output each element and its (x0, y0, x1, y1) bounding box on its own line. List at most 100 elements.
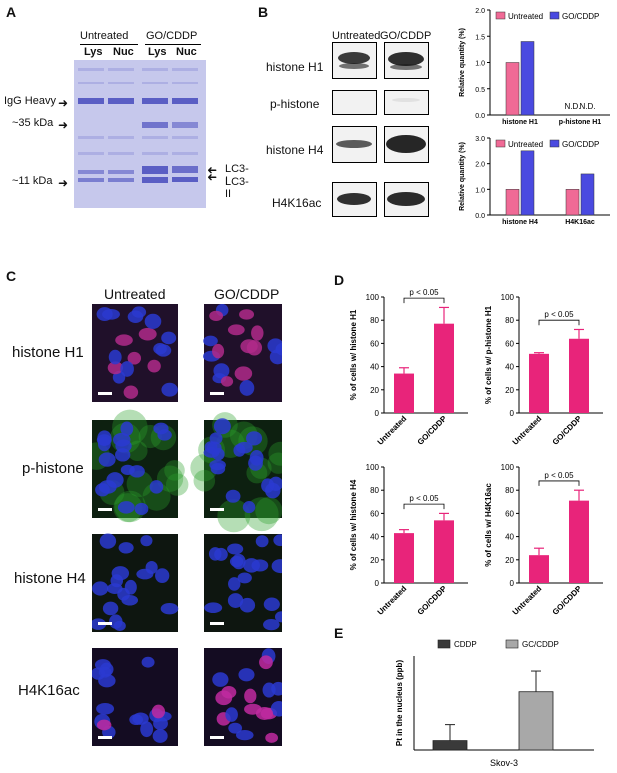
nucleus (213, 363, 230, 379)
nucleus (153, 343, 167, 355)
nucleus (115, 334, 133, 346)
nucleus (161, 382, 178, 397)
chart-d1: 0 20 40 60 80 100 % of cells w/ histone H1 Untr… (349, 288, 468, 447)
nucleus (238, 668, 255, 682)
nucleus (155, 568, 170, 583)
cytoplasm-stain (217, 499, 251, 533)
lane-label: Lys (148, 46, 167, 58)
nucleus (248, 455, 263, 471)
x-tick-label: Untreated (511, 414, 544, 447)
nucleus (107, 361, 124, 375)
significance-bracket (403, 297, 445, 304)
y-tick-label: 60 (370, 339, 379, 348)
panel-label-b: B (258, 4, 269, 20)
cytoplasm-stain (164, 460, 185, 481)
panel-label-a: A (6, 4, 17, 20)
nucleus (233, 444, 246, 457)
nucleus (127, 351, 142, 365)
bar (520, 150, 535, 216)
y-tick-label: 0.5 (475, 87, 485, 94)
scale-bar (98, 622, 112, 625)
y-tick-label: 20 (370, 556, 379, 565)
nucleus (209, 310, 224, 321)
chart-d3: 0 20 40 60 80 100 % of cells w/ histone H4 Untr… (349, 463, 468, 617)
nucleus (229, 556, 244, 568)
legend-swatch (495, 139, 506, 148)
y-tick-label: 40 (370, 533, 379, 542)
gel-image (74, 60, 206, 208)
chart-b1: 0.0 0.5 1.0 1.5 2.0 Relative quantity (%) hist… (459, 8, 610, 126)
cytoplasm-stain (156, 465, 184, 492)
panel-a: A Untreated GO/CDDP Lys Nuc Lys Nuc IgG … (0, 0, 250, 230)
arrow-right-icon: ➜ (58, 176, 69, 190)
nucleus (239, 380, 255, 396)
y-tick-label: 0.0 (475, 113, 485, 120)
nucleus (153, 422, 169, 435)
legend-label: Untreated (508, 12, 543, 21)
y-tick-label: 100 (366, 293, 380, 302)
cytoplasm-stain (127, 440, 148, 462)
legend-label: GC/CDDP (522, 640, 559, 649)
nucleus (246, 431, 263, 446)
scale-bar (98, 392, 112, 395)
nucleus (237, 572, 252, 584)
y-tick-label: 60 (505, 339, 514, 348)
scale-bar (210, 508, 224, 511)
y-tick-label: 60 (505, 509, 514, 518)
nucleus (251, 325, 264, 341)
cytoplasm-stain (165, 473, 189, 496)
nucleus (120, 361, 134, 377)
legend-swatch (549, 139, 560, 148)
cytoplasm-stain (255, 497, 282, 525)
micrograph-grid (92, 304, 282, 746)
bar (520, 41, 535, 116)
significance-bracket (403, 503, 445, 510)
scale-bar (98, 736, 112, 739)
nd-annotation: N.D. (580, 102, 596, 111)
micrograph-row-label: p-histone (22, 460, 84, 477)
nucleus (203, 335, 218, 347)
nucleus (209, 432, 223, 445)
bar (569, 338, 589, 413)
blot-row-label: histone H4 (266, 143, 324, 157)
bar (569, 500, 589, 583)
legend-swatch (437, 639, 451, 649)
arrow-right-icon: ➜ (58, 118, 69, 132)
arrow-left-icon: ➜ (207, 170, 218, 184)
scale-bar (210, 736, 224, 739)
x-tick-label: GO/CDDP (551, 584, 584, 617)
y-tick-label: 20 (505, 556, 514, 565)
x-tick-label: GO/CDDP (416, 584, 449, 617)
nucleus (228, 722, 243, 734)
lane-label: Nuc (113, 46, 134, 58)
nucleus (120, 421, 134, 436)
x-tick-label: Untreated (376, 414, 409, 447)
nucleus (161, 331, 177, 345)
nucleus (102, 601, 119, 616)
nucleus (141, 656, 155, 668)
bar (529, 353, 549, 413)
arrow-right-icon: ➜ (58, 96, 69, 110)
y-tick-label: 40 (370, 363, 379, 372)
blot-row-label: H4K16ac (272, 196, 322, 210)
bar (529, 555, 549, 583)
nucleus (160, 603, 179, 615)
micrograph-row-label: histone H4 (14, 570, 86, 587)
y-tick-label: 100 (501, 293, 515, 302)
y-tick-label: 80 (505, 316, 514, 325)
micrograph-row-label: H4K16ac (18, 682, 80, 699)
legend-label: GO/CDDP (562, 140, 599, 149)
nucleus (97, 430, 112, 446)
panel-label-e: E (334, 625, 344, 641)
bar (434, 323, 454, 413)
scale-bar (98, 508, 112, 511)
bar (580, 173, 595, 216)
nucleus (243, 558, 260, 573)
y-axis-label: % of cells w/ H4K16ac (484, 483, 493, 567)
nucleus (149, 480, 164, 494)
nucleus (225, 707, 238, 722)
x-tick-label: H4K16ac (565, 219, 595, 226)
marker-lc3-ii: LC3-II (225, 176, 249, 200)
nucleus (204, 602, 223, 614)
nucleus (271, 681, 282, 696)
